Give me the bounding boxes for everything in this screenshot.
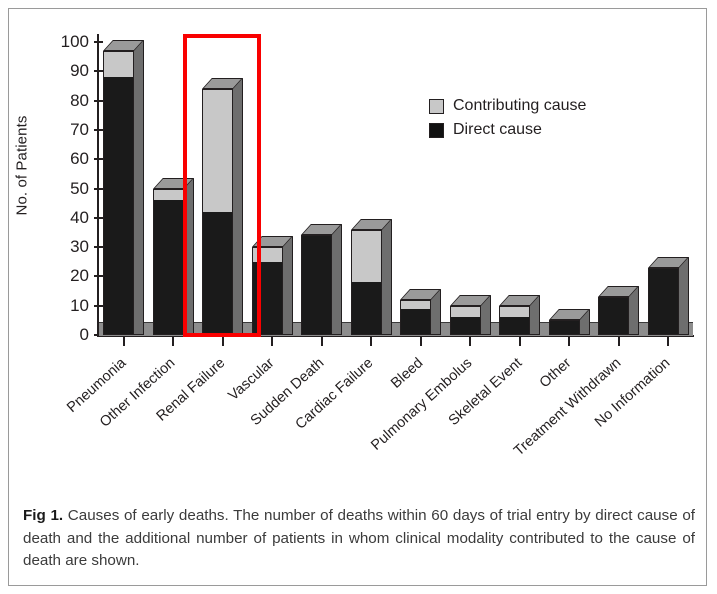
- y-tick-mark-0: [94, 334, 103, 336]
- y-tick-label-80: 80: [70, 90, 89, 110]
- x-axis-line: [97, 335, 694, 337]
- y-tick-label-20: 20: [70, 266, 89, 286]
- y-tick-label-60: 60: [70, 149, 89, 169]
- chart-plot-area: No. of Patients 0 10 20 30 40 50 60 70 80 90 100 C…: [9, 9, 708, 479]
- contributing-cause-swatch: [429, 98, 444, 114]
- x-tick-2: [221, 337, 224, 346]
- bar-segment-direct: [400, 308, 432, 335]
- bar-other-infection: [152, 177, 194, 335]
- y-tick-mark-50: [94, 187, 103, 190]
- bar-no-information: [647, 256, 689, 335]
- figure-frame: No. of Patients 0 10 20 30 40 50 60 70 80 90 100 C…: [8, 8, 707, 586]
- y-tick-mark-40: [94, 216, 103, 219]
- bar-bleed: [400, 288, 442, 335]
- legend-item-contributing-cause: Contributing cause: [429, 95, 586, 117]
- x-tick-1: [172, 337, 175, 346]
- bar-segment-contributing: [400, 299, 432, 309]
- y-tick-mark-70: [94, 128, 103, 131]
- x-tick-0: [122, 337, 125, 346]
- legend-label-direct-cause: Direct cause: [453, 121, 542, 138]
- y-tick-mark-90: [94, 70, 103, 73]
- bar-segment-direct: [647, 267, 679, 335]
- bar-side-face: [332, 224, 343, 335]
- bar-segment-direct: [548, 320, 580, 335]
- y-tick-mark-80: [94, 99, 103, 102]
- bar-pulmonary-embolus: [449, 294, 491, 335]
- bar-segment-direct: [350, 282, 382, 335]
- bar-renal-failure: [202, 77, 244, 335]
- y-tick-label-70: 70: [70, 119, 89, 139]
- y-tick-mark-60: [94, 158, 103, 161]
- y-tick-label-90: 90: [70, 61, 89, 81]
- x-tick-3: [271, 337, 274, 346]
- bar-sudden-death: [301, 224, 343, 335]
- bar-segment-direct: [499, 317, 531, 335]
- legend-item-direct-cause: Direct cause: [429, 119, 586, 141]
- y-tick-mark-10: [94, 304, 103, 307]
- y-tick-mark-100: [94, 41, 103, 43]
- bar-side-face: [282, 236, 293, 335]
- y-tick-label-0: 0: [79, 325, 89, 344]
- bar-segment-direct: [598, 296, 630, 335]
- bar-treatment-withdrawn: [598, 285, 640, 335]
- bar-side-face: [678, 256, 689, 335]
- figure-caption: Fig 1. Causes of early deaths. The numbe…: [23, 505, 695, 573]
- bar-segment-direct: [449, 317, 481, 335]
- bar-segment-direct: [202, 211, 234, 335]
- bar-pneumonia: [103, 39, 145, 335]
- y-tick-label-50: 50: [70, 178, 89, 198]
- renal-failure-highlight-box: [183, 34, 261, 337]
- bar-segment-direct: [251, 261, 283, 335]
- x-tick-8: [518, 337, 521, 346]
- x-tick-7: [469, 337, 472, 346]
- bar-segment-contributing: [202, 88, 234, 212]
- x-tick-9: [568, 337, 571, 346]
- legend-label-contributing-cause: Contributing cause: [453, 97, 587, 114]
- y-tick-label-10: 10: [70, 295, 89, 315]
- y-tick-mark-20: [94, 275, 103, 278]
- y-tick-label-100: 100: [60, 32, 89, 51]
- bar-segment-contributing: [499, 305, 531, 318]
- x-tick-10: [617, 337, 620, 346]
- bar-segment-direct: [301, 235, 333, 335]
- bar-segment-direct: [103, 77, 135, 335]
- caption-label: Fig 1.: [23, 507, 64, 524]
- chart-legend: Contributing cause Direct cause: [429, 95, 586, 143]
- bar-segment-contributing: [152, 188, 184, 201]
- y-tick-mark-30: [94, 246, 103, 249]
- x-tick-6: [419, 337, 422, 346]
- caption-text: Causes of early deaths. The number of de…: [23, 507, 695, 569]
- x-tick-4: [320, 337, 323, 346]
- bar-segment-contributing: [350, 229, 382, 283]
- x-axis-labels: Pneumonia Other Infection Renal Failure Vas…: [9, 9, 708, 459]
- bar-vascular: [251, 236, 293, 335]
- bar-segment-contributing: [103, 50, 135, 78]
- direct-cause-swatch: [429, 122, 444, 138]
- bar-side-face: [381, 218, 392, 335]
- x-tick-11: [667, 337, 670, 346]
- bar-skeletal-event: [499, 294, 541, 335]
- y-tick-label-30: 30: [70, 237, 89, 257]
- x-tick-5: [370, 337, 373, 346]
- bar-segment-contributing: [449, 305, 481, 318]
- bar-other: [548, 309, 590, 335]
- y-axis-line: [97, 34, 99, 337]
- y-tick-label-40: 40: [70, 207, 89, 227]
- baseline-platform: [99, 322, 693, 336]
- bar-segment-direct: [152, 200, 184, 335]
- bar-cardiac-failure: [350, 218, 392, 335]
